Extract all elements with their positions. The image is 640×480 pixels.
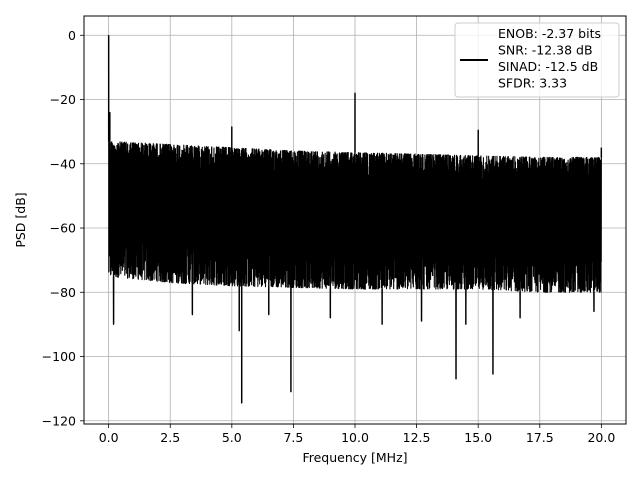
x-axis-ticks: 0.0 2.5 5.0 7.5 10.0 12.5 15.0 17.5 20.0 [99,424,615,445]
y-tick-label: −60 [50,221,76,236]
legend-enob: ENOB: -2.37 bits [498,26,601,41]
x-tick-label: 5.0 [222,430,242,445]
y-axis-label: PSD [dB] [13,192,28,247]
x-tick-label: 15.0 [464,430,492,445]
legend: ENOB: -2.37 bits SNR: -12.38 dB SINAD: -… [454,22,620,98]
y-tick-label: −80 [50,285,76,300]
x-tick-label: 0.0 [99,430,119,445]
y-tick-label: −40 [50,156,76,171]
x-tick-label: 20.0 [587,430,615,445]
psd-trace [108,35,602,404]
y-axis-ticks: 0 −20 −40 −60 −80 −100 −120 [42,28,84,428]
y-tick-label: −20 [50,92,76,107]
legend-snr: SNR: -12.38 dB [498,43,593,58]
x-tick-label: 7.5 [283,430,303,445]
x-axis-label: Frequency [MHz] [302,450,407,465]
legend-box [454,22,620,98]
psd-series [107,35,603,404]
legend-sfdr: SFDR: 3.33 [498,76,567,91]
legend-sinad: SINAD: -12.5 dB [498,59,598,74]
y-tick-label: −120 [42,413,76,428]
x-tick-label: 12.5 [403,430,431,445]
x-tick-label: 2.5 [160,430,180,445]
x-tick-label: 17.5 [526,430,554,445]
y-tick-label: 0 [68,28,76,43]
x-tick-label: 10.0 [341,430,369,445]
y-tick-label: −100 [42,349,76,364]
